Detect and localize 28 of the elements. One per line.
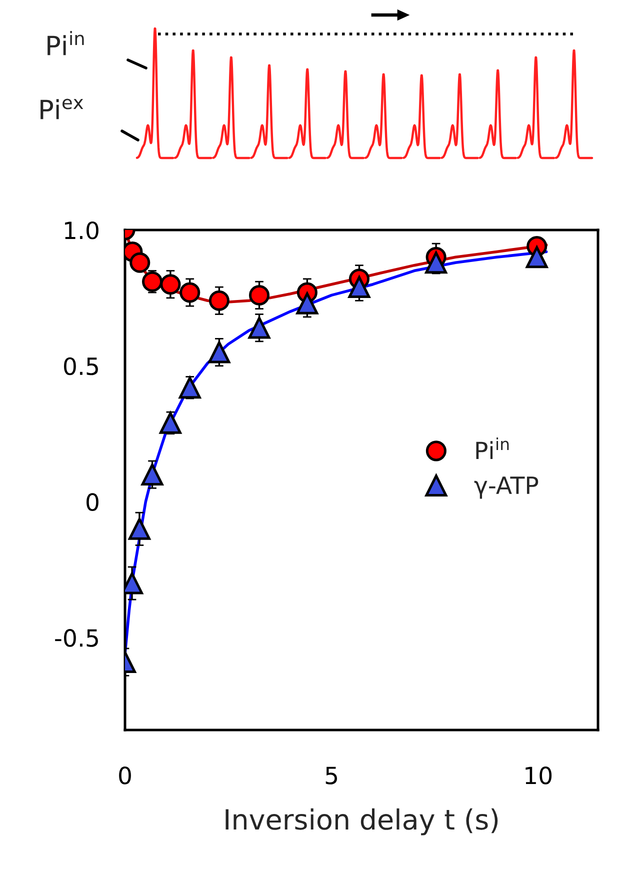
point bbox=[180, 282, 200, 303]
point bbox=[178, 376, 201, 399]
point bbox=[425, 252, 448, 274]
point bbox=[208, 341, 230, 364]
text: Pi$^{in}$ bbox=[48, 31, 84, 56]
legend-label: γ-ATP bbox=[474, 476, 538, 499]
y-tick-label: 1.0 bbox=[65, 221, 98, 240]
point bbox=[141, 464, 164, 486]
y-tick-label: 0.5 bbox=[64, 357, 98, 376]
x-tick-label: 5 bbox=[326, 766, 337, 784]
point bbox=[526, 246, 548, 268]
x-tick-label: 0 bbox=[119, 766, 131, 784]
y-tick-label: 0 bbox=[86, 493, 98, 512]
x-axis-title: Inversion delay t (s) bbox=[226, 808, 498, 836]
point bbox=[348, 276, 370, 298]
point bbox=[128, 518, 150, 540]
point bbox=[296, 292, 318, 314]
point bbox=[248, 284, 270, 306]
point bbox=[142, 271, 163, 292]
point bbox=[160, 274, 181, 295]
x-tick-label: 10 bbox=[526, 766, 552, 784]
y-tick-label: -0.5 bbox=[55, 629, 98, 647]
legend-label: Pi$^{in}$ bbox=[476, 437, 509, 460]
point bbox=[130, 252, 150, 273]
point bbox=[159, 412, 182, 434]
text: Pi$^{ex}$ bbox=[40, 98, 84, 120]
point bbox=[208, 290, 230, 311]
point bbox=[248, 316, 270, 339]
